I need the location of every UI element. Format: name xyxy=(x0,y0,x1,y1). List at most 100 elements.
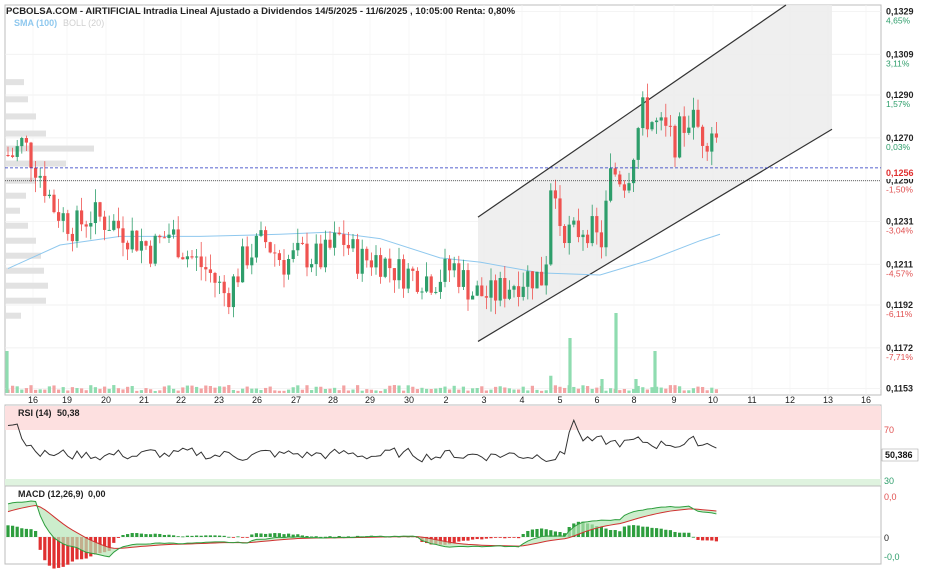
volume-bar xyxy=(24,388,28,393)
macd-histogram-bar xyxy=(314,536,318,538)
candle xyxy=(24,138,28,143)
candle xyxy=(231,276,235,308)
rsi-overbought-zone xyxy=(5,406,881,430)
candles xyxy=(6,83,718,318)
candle xyxy=(494,280,498,301)
candle xyxy=(544,264,548,286)
macd-histogram-bar xyxy=(627,525,631,537)
macd-histogram-bar xyxy=(296,534,300,537)
candle xyxy=(135,230,139,251)
candle xyxy=(392,268,396,281)
volume-bar xyxy=(466,390,470,393)
macd-histogram-bar xyxy=(259,533,263,537)
volume-bar xyxy=(130,386,134,393)
candle xyxy=(11,155,15,157)
macd-histogram-bar xyxy=(696,537,700,540)
candle xyxy=(567,224,571,244)
volume-bar xyxy=(144,388,148,393)
volume-bar xyxy=(461,386,465,393)
candle xyxy=(310,264,314,268)
volume-bar xyxy=(397,385,401,393)
channel-fill xyxy=(478,5,832,342)
macd-histogram-bar xyxy=(153,533,157,537)
volume-bar xyxy=(383,389,387,393)
date-tick-label: 3 xyxy=(481,395,486,405)
macd-histogram-bar xyxy=(540,528,544,537)
candle xyxy=(153,235,157,264)
volume-bar xyxy=(425,388,429,393)
candle xyxy=(572,220,576,225)
macd-histogram-bar xyxy=(176,536,180,538)
macd-histogram-bar xyxy=(273,533,277,537)
volume-bar xyxy=(521,386,525,393)
volume-bar xyxy=(576,388,580,393)
macd-histogram-bar xyxy=(521,533,525,537)
volume-bar xyxy=(259,390,263,393)
macd-histogram-bar xyxy=(645,526,649,537)
candle xyxy=(245,246,249,266)
volume-profile-bar xyxy=(6,267,44,274)
candle xyxy=(540,271,544,286)
candle xyxy=(259,230,263,236)
volume-bar xyxy=(80,388,84,393)
volume-profile-bar xyxy=(6,312,21,319)
candle xyxy=(438,281,442,292)
candle xyxy=(535,271,539,289)
macd-histogram-bar xyxy=(498,537,502,538)
volume-bar xyxy=(112,385,116,393)
macd-histogram-bar xyxy=(604,528,608,537)
volume-bar xyxy=(563,387,567,393)
volume-bar xyxy=(618,390,622,393)
volume-bar xyxy=(691,388,695,393)
macd-fill-up xyxy=(8,500,717,557)
candle xyxy=(388,258,392,269)
macd-histogram-bar xyxy=(43,537,47,561)
volume-bar xyxy=(360,390,364,393)
volume-bar xyxy=(342,385,346,393)
macd-histogram-bar xyxy=(241,537,245,538)
candle xyxy=(264,230,268,243)
volume-bar xyxy=(420,387,424,393)
candle xyxy=(356,239,360,274)
macd-histogram-bar xyxy=(466,537,470,541)
volume-bar xyxy=(448,389,452,393)
candle xyxy=(668,125,672,127)
candle xyxy=(204,267,208,270)
candle xyxy=(507,289,511,299)
volume-bar xyxy=(388,385,392,393)
date-tick-label: 13 xyxy=(823,395,833,405)
volume-bar xyxy=(268,386,272,393)
candle xyxy=(158,235,162,238)
candle xyxy=(558,198,562,227)
volume-bar xyxy=(116,388,120,393)
volume-bar xyxy=(673,385,677,393)
macd-title: MACD (12,26,9) xyxy=(18,489,84,499)
candle xyxy=(342,234,346,245)
candle xyxy=(208,269,212,273)
macd-histogram-bar xyxy=(544,529,548,537)
candle xyxy=(369,260,373,268)
volume-profile-bar xyxy=(6,237,36,244)
date-tick-label: 22 xyxy=(176,395,186,405)
volume-bar xyxy=(11,385,15,393)
volume-bar xyxy=(66,390,70,393)
volume-bar xyxy=(586,386,590,393)
channel-upper-line xyxy=(477,4,787,218)
macd-histogram-bar xyxy=(254,533,258,537)
macd-histogram-bar xyxy=(655,528,659,537)
macd-histogram-bar xyxy=(310,536,314,538)
volume-bar xyxy=(29,385,33,393)
candle xyxy=(305,243,309,268)
volume-bar xyxy=(379,390,383,393)
macd-histogram-bar xyxy=(24,528,28,537)
volume-bar xyxy=(337,390,341,393)
volume-profile-bar xyxy=(6,130,46,137)
macd-histogram-bar xyxy=(218,535,222,537)
macd-histogram-bar xyxy=(475,537,479,540)
candle xyxy=(47,194,51,197)
volume-bar xyxy=(645,389,649,393)
candle xyxy=(167,234,171,238)
volume-bar xyxy=(84,390,88,393)
macd-histogram-bar xyxy=(66,537,70,565)
date-tick-label: 9 xyxy=(671,395,676,405)
